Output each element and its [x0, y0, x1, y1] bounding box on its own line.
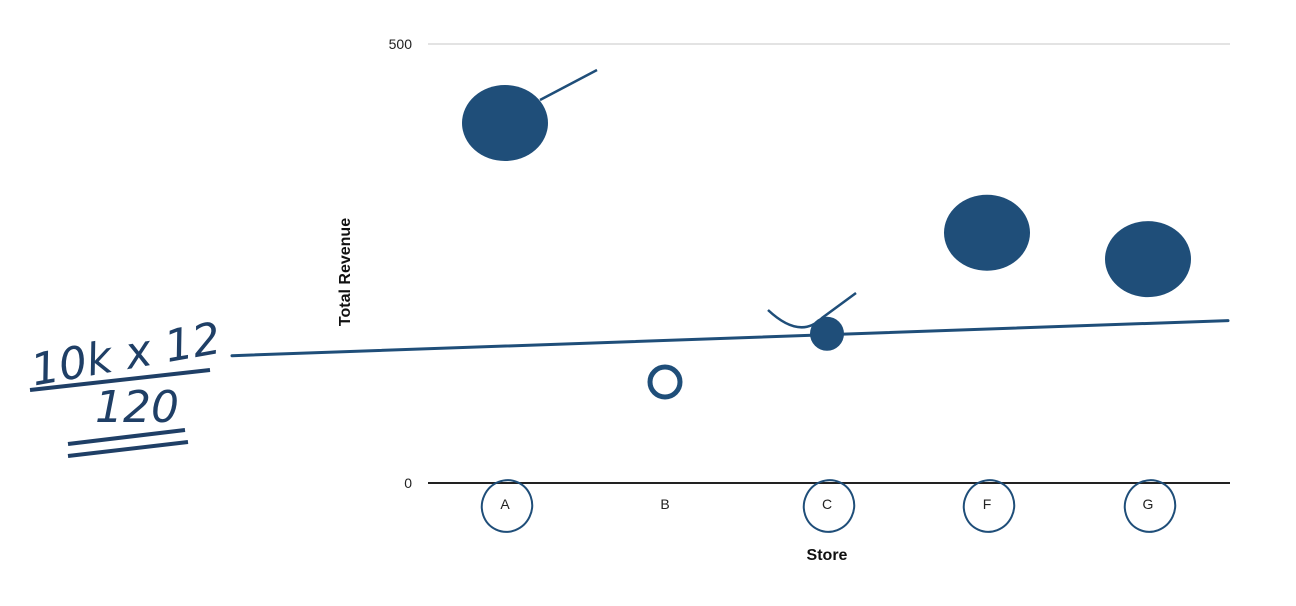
annotation-fraction-bar: [29, 368, 211, 392]
data-point-a: [462, 85, 548, 162]
x-tick-label: F: [983, 496, 992, 512]
x-tick-circle: [480, 479, 534, 533]
annotation-underline-1: [67, 428, 186, 446]
annotation-denominator: 120: [95, 382, 179, 433]
data-point-b: [647, 364, 683, 400]
data-points: [462, 85, 1191, 400]
hand-drawn-reference-line: [230, 319, 1230, 358]
data-point-g: [1105, 221, 1191, 298]
x-tick-circle: [1123, 479, 1177, 533]
x-tick-label: C: [822, 496, 832, 512]
hand-checkmark-c: [767, 291, 857, 329]
x-tick-label: G: [1143, 496, 1154, 512]
y-tick-labels: 0 500: [389, 36, 413, 491]
annotation-underline-2: [67, 440, 189, 458]
x-tick-label: B: [660, 496, 669, 512]
y-tick-label: 500: [389, 36, 413, 52]
handwritten-annotation: 10k x 12 120: [27, 313, 225, 458]
x-axis-title: Store: [807, 547, 848, 564]
x-tick-circle: [802, 479, 856, 533]
x-tick-label: A: [500, 496, 510, 512]
y-axis-title: Total Revenue: [337, 218, 354, 326]
y-tick-label: 0: [404, 475, 412, 491]
x-tick-circle: [962, 479, 1016, 533]
data-point-c: [810, 316, 844, 351]
hand-checkmark-a: [539, 68, 598, 102]
data-point-f: [944, 194, 1030, 271]
